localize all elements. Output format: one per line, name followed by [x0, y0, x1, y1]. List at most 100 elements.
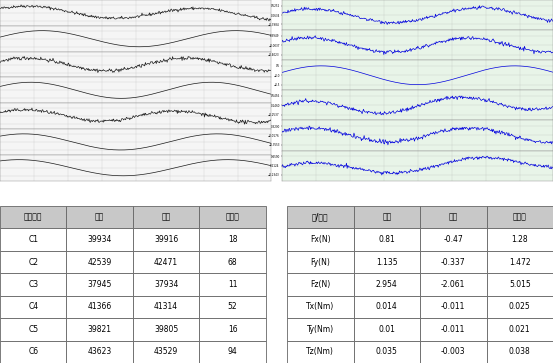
FancyBboxPatch shape: [353, 340, 420, 363]
FancyBboxPatch shape: [66, 296, 133, 318]
Text: 39821: 39821: [88, 325, 112, 334]
FancyBboxPatch shape: [133, 273, 200, 296]
FancyBboxPatch shape: [287, 340, 353, 363]
Text: 정전용량: 정전용량: [24, 213, 43, 222]
FancyBboxPatch shape: [487, 206, 553, 228]
FancyBboxPatch shape: [420, 296, 487, 318]
FancyBboxPatch shape: [287, 228, 353, 251]
Text: 최대: 최대: [382, 213, 392, 222]
FancyBboxPatch shape: [133, 318, 200, 340]
Text: 1.28: 1.28: [512, 235, 528, 244]
Text: 94: 94: [228, 347, 237, 356]
FancyBboxPatch shape: [133, 206, 200, 228]
Text: 0.81: 0.81: [378, 235, 395, 244]
FancyBboxPatch shape: [133, 251, 200, 273]
FancyBboxPatch shape: [420, 273, 487, 296]
FancyBboxPatch shape: [200, 228, 266, 251]
FancyBboxPatch shape: [133, 340, 200, 363]
Text: 39916: 39916: [154, 235, 178, 244]
Text: -0.47: -0.47: [444, 235, 463, 244]
Text: -0.337: -0.337: [441, 257, 466, 266]
FancyBboxPatch shape: [353, 296, 420, 318]
FancyBboxPatch shape: [353, 206, 420, 228]
FancyBboxPatch shape: [420, 318, 487, 340]
FancyBboxPatch shape: [0, 251, 66, 273]
FancyBboxPatch shape: [200, 251, 266, 273]
Text: Tx(Nm): Tx(Nm): [306, 302, 335, 311]
Text: 18: 18: [228, 235, 237, 244]
Text: 0.035: 0.035: [376, 347, 398, 356]
Text: 41366: 41366: [87, 302, 112, 311]
FancyBboxPatch shape: [66, 228, 133, 251]
Text: C6: C6: [28, 347, 38, 356]
Text: 최대: 최대: [95, 213, 105, 222]
FancyBboxPatch shape: [420, 251, 487, 273]
Text: 5.015: 5.015: [509, 280, 531, 289]
FancyBboxPatch shape: [66, 318, 133, 340]
Text: 37945: 37945: [87, 280, 112, 289]
Text: 52: 52: [228, 302, 237, 311]
FancyBboxPatch shape: [487, 318, 553, 340]
Text: C2: C2: [28, 257, 38, 266]
Text: 43529: 43529: [154, 347, 178, 356]
Text: 37934: 37934: [154, 280, 179, 289]
FancyBboxPatch shape: [0, 318, 66, 340]
FancyBboxPatch shape: [66, 273, 133, 296]
FancyBboxPatch shape: [420, 228, 487, 251]
Text: C1: C1: [28, 235, 38, 244]
FancyBboxPatch shape: [353, 318, 420, 340]
FancyBboxPatch shape: [287, 206, 353, 228]
FancyBboxPatch shape: [487, 340, 553, 363]
FancyBboxPatch shape: [487, 228, 553, 251]
FancyBboxPatch shape: [353, 228, 420, 251]
Text: 11: 11: [228, 280, 237, 289]
Text: 1.472: 1.472: [509, 257, 530, 266]
FancyBboxPatch shape: [353, 273, 420, 296]
FancyBboxPatch shape: [0, 340, 66, 363]
FancyBboxPatch shape: [200, 340, 266, 363]
FancyBboxPatch shape: [287, 273, 353, 296]
Text: -0.003: -0.003: [441, 347, 466, 356]
Text: 힘/토크: 힘/토크: [312, 213, 328, 222]
Text: 0.014: 0.014: [376, 302, 398, 311]
Text: C3: C3: [28, 280, 38, 289]
Text: 42539: 42539: [87, 257, 112, 266]
FancyBboxPatch shape: [420, 206, 487, 228]
Text: 0.01: 0.01: [378, 325, 395, 334]
Text: Fx(N): Fx(N): [310, 235, 331, 244]
Text: 변화량: 변화량: [513, 213, 526, 222]
Text: 2.954: 2.954: [376, 280, 398, 289]
FancyBboxPatch shape: [487, 273, 553, 296]
FancyBboxPatch shape: [0, 296, 66, 318]
Text: 41314: 41314: [154, 302, 178, 311]
Text: C5: C5: [28, 325, 38, 334]
Text: C4: C4: [28, 302, 38, 311]
FancyBboxPatch shape: [287, 251, 353, 273]
FancyBboxPatch shape: [200, 206, 266, 228]
Text: -0.011: -0.011: [441, 302, 466, 311]
Text: 68: 68: [228, 257, 237, 266]
FancyBboxPatch shape: [66, 251, 133, 273]
Text: 39805: 39805: [154, 325, 178, 334]
Text: 0.025: 0.025: [509, 302, 531, 311]
FancyBboxPatch shape: [287, 318, 353, 340]
Text: Fy(N): Fy(N): [310, 257, 330, 266]
Text: -2.061: -2.061: [441, 280, 466, 289]
Text: 1.135: 1.135: [376, 257, 398, 266]
FancyBboxPatch shape: [66, 340, 133, 363]
Text: Tz(Nm): Tz(Nm): [306, 347, 335, 356]
Text: Fz(N): Fz(N): [310, 280, 331, 289]
Text: -0.011: -0.011: [441, 325, 466, 334]
Text: 최소: 최소: [161, 213, 171, 222]
FancyBboxPatch shape: [287, 296, 353, 318]
Text: 변화량: 변화량: [226, 213, 239, 222]
FancyBboxPatch shape: [353, 251, 420, 273]
FancyBboxPatch shape: [0, 228, 66, 251]
Text: Ty(Nm): Ty(Nm): [307, 325, 334, 334]
FancyBboxPatch shape: [487, 296, 553, 318]
FancyBboxPatch shape: [420, 340, 487, 363]
Text: 16: 16: [228, 325, 237, 334]
FancyBboxPatch shape: [66, 206, 133, 228]
FancyBboxPatch shape: [0, 273, 66, 296]
FancyBboxPatch shape: [200, 296, 266, 318]
